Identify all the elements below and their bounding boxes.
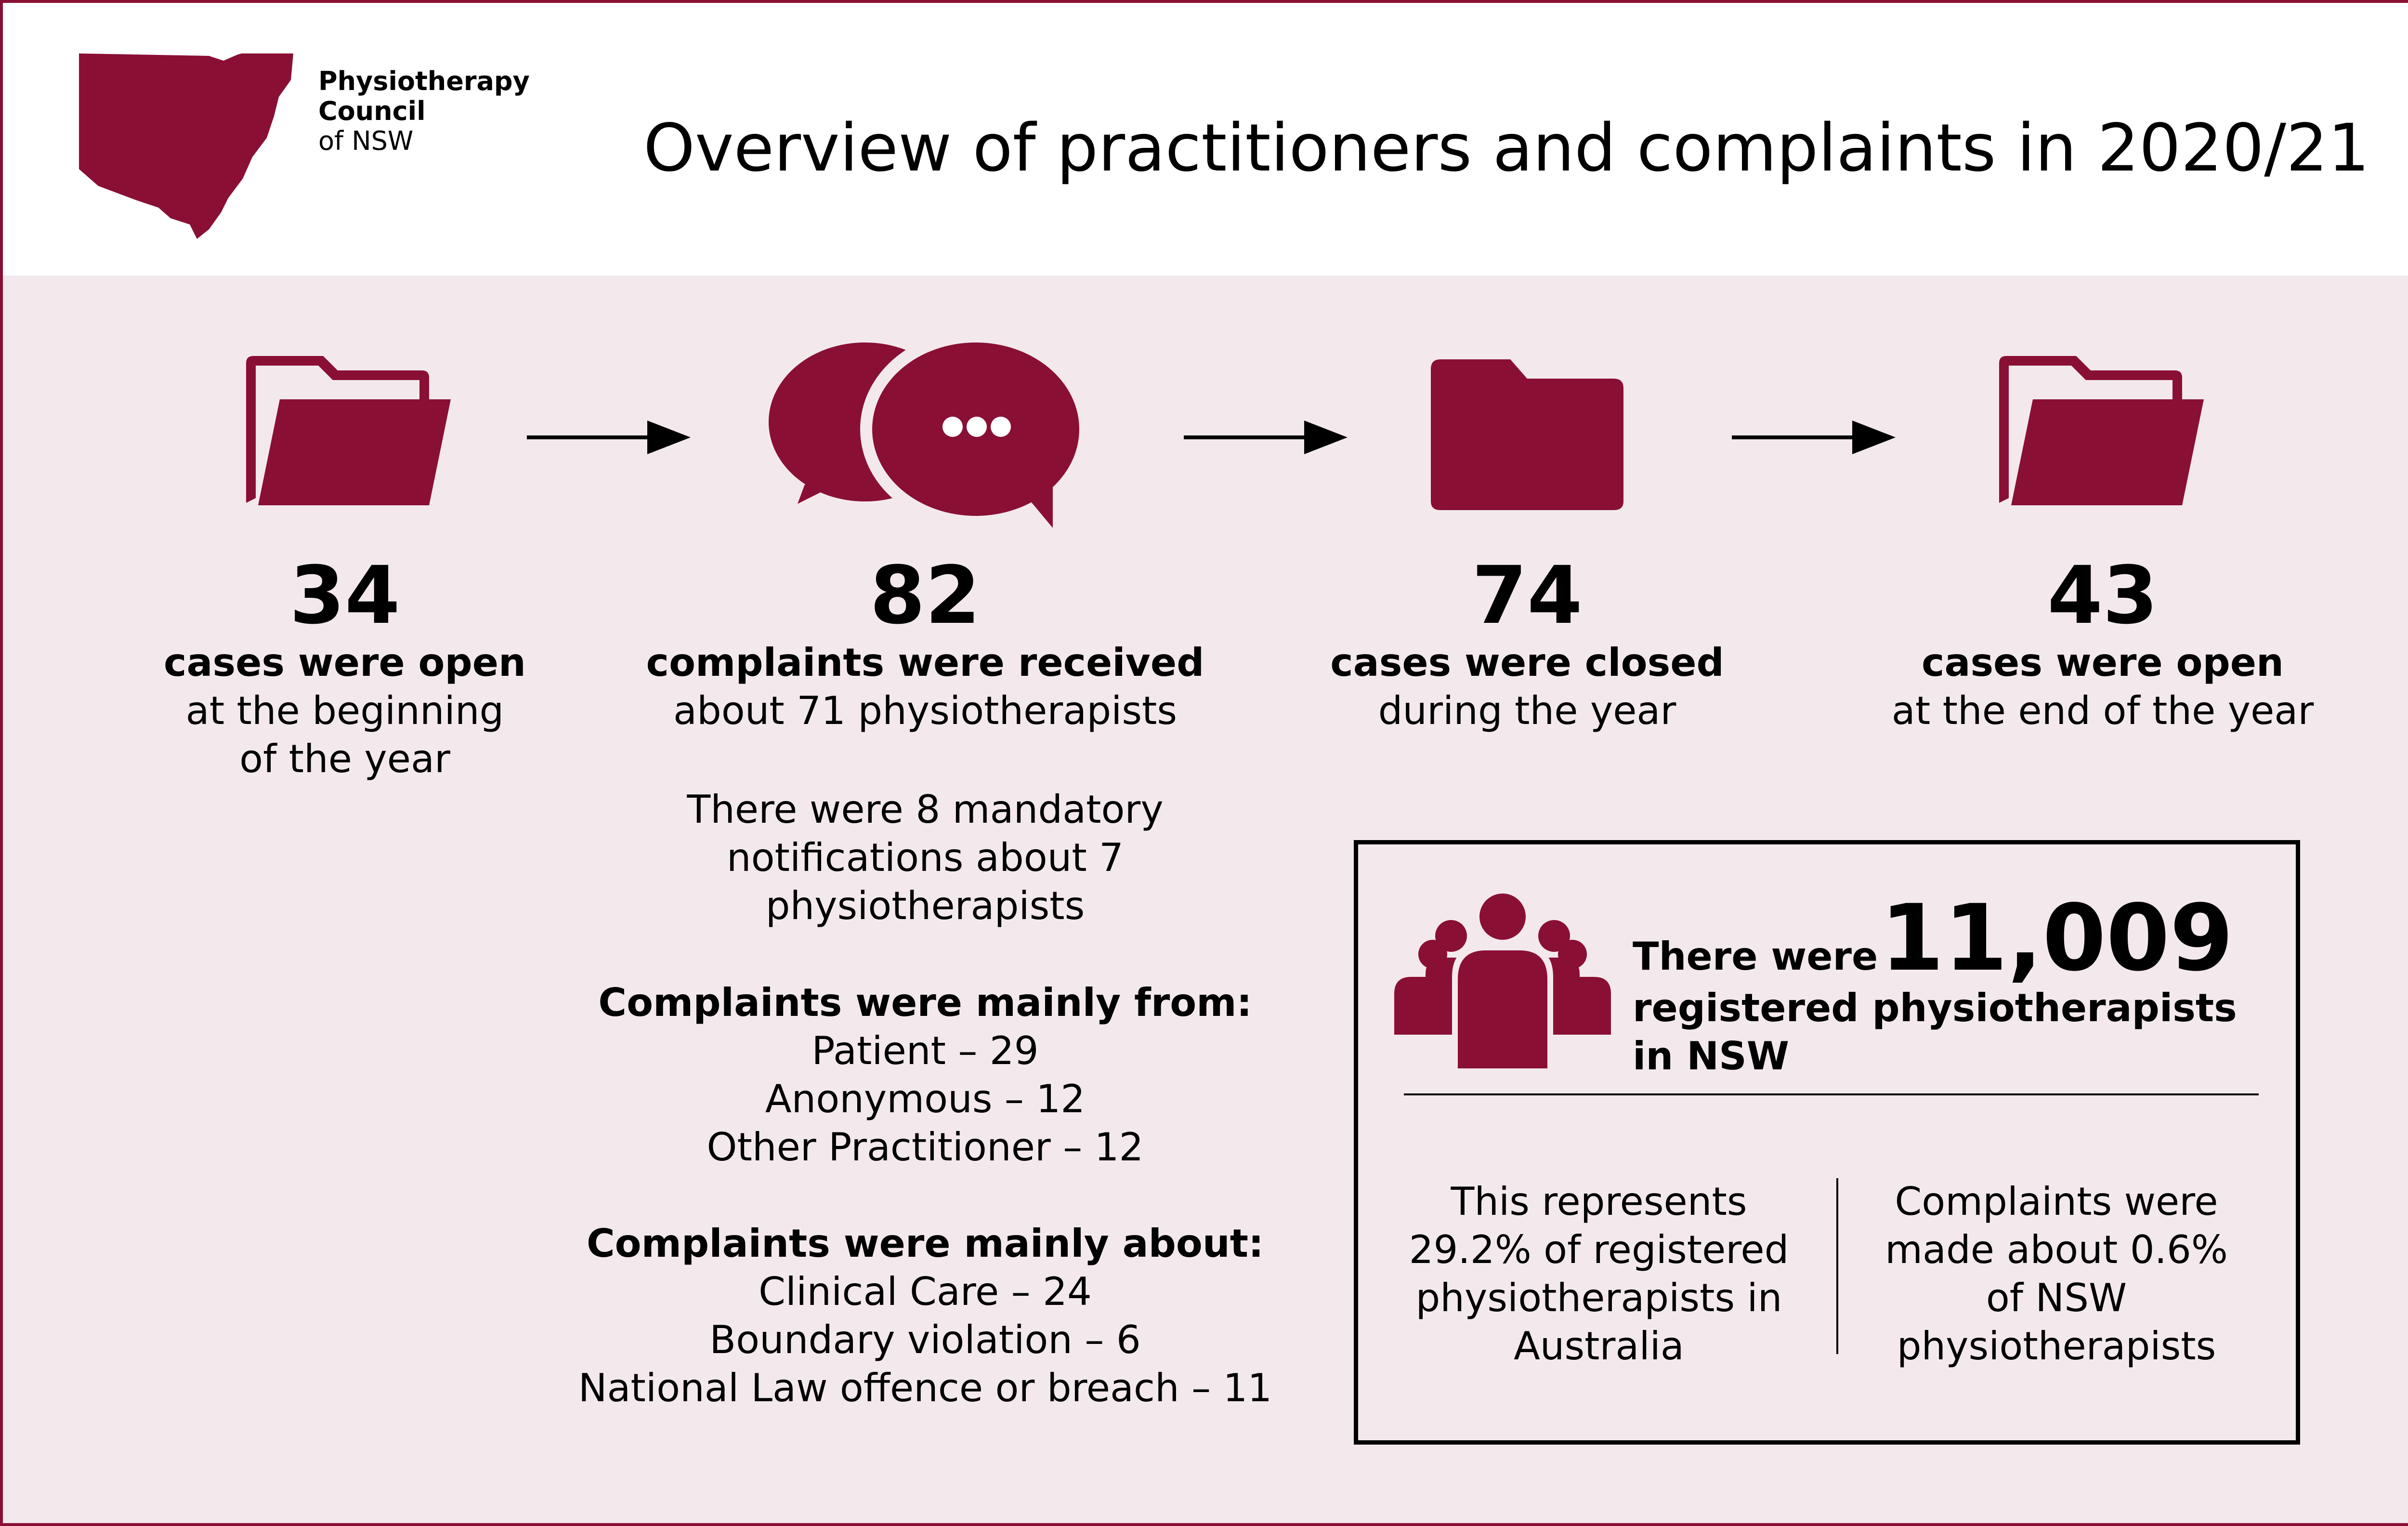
registered-info-box: There were 11,009 registered physiothera… [1354, 840, 2300, 1445]
page-title: Overview of practitioners and complaints… [643, 110, 2370, 186]
arrow-right-icon [1732, 421, 1896, 454]
open-folder-icon [246, 356, 451, 505]
registered-line: registered physiotherapists [1633, 986, 2237, 1030]
registered-text: There were 11,009 registered physiothera… [1633, 893, 2237, 1080]
text-line: Complaints were [1895, 1179, 2218, 1224]
stat-label: cases were open [1922, 640, 2284, 685]
stat-label: complaints were received [646, 640, 1204, 685]
notifications-line: notifications about 7 [726, 835, 1124, 880]
stat-sub: during the year [1378, 688, 1676, 733]
header: Physiotherapy Council of NSW Overview of… [3, 3, 2408, 276]
stat-sub: at the beginning [185, 688, 504, 733]
complaints-about: Complaints were mainly about: Clinical C… [578, 1220, 1272, 1412]
complaints-from-heading: Complaints were mainly from: [598, 980, 1252, 1025]
stat-complaints-received: 82 complaints were received about 71 phy… [646, 552, 1204, 735]
stat-label: cases were closed [1330, 640, 1724, 685]
list-item: Anonymous – 12 [765, 1077, 1086, 1121]
notifications-line: physiotherapists [765, 883, 1085, 928]
australia-percentage-text: This represents 29.2% of registered phys… [1409, 1178, 1789, 1370]
registered-prefix: There were [1633, 934, 1878, 979]
people-group-icon [1394, 890, 1611, 1068]
logo-text: Physiotherapy Council of NSW [318, 66, 530, 156]
text-line: This represents [1451, 1179, 1747, 1224]
stat-sub: about 71 physiotherapists [673, 688, 1178, 733]
stat-number: 34 [289, 549, 400, 642]
stat-sub: of the year [239, 737, 450, 781]
registered-count: 11,009 [1880, 885, 2234, 991]
notifications-text: There were 8 mandatory notifications abo… [687, 786, 1163, 930]
stat-number: 82 [870, 549, 981, 642]
text-line: made about 0.6% [1885, 1227, 2228, 1272]
notifications-line: There were 8 mandatory [687, 787, 1164, 832]
text-line: of NSW [1986, 1276, 2127, 1320]
stat-label: cases were open [164, 640, 526, 685]
open-folder-icon [1999, 356, 2204, 505]
list-item: Clinical Care – 24 [759, 1269, 1092, 1314]
divider [1404, 1093, 2259, 1095]
stat-cases-closed: 74 cases were closed during the year [1330, 552, 1724, 735]
logo-line-3: of NSW [318, 126, 414, 156]
text-line: physiotherapists [1897, 1324, 2216, 1368]
stat-number: 74 [1472, 549, 1583, 642]
stat-number: 43 [2047, 549, 2158, 642]
list-item: Other Practitioner – 12 [707, 1125, 1144, 1170]
closed-folder-icon [1431, 359, 1623, 510]
arrow-right-icon [527, 421, 691, 454]
text-line: physiotherapists in [1415, 1276, 1782, 1320]
nsw-percentage-text: Complaints were made about 0.6% of NSW p… [1885, 1178, 2228, 1370]
stat-open-start: 34 cases were open at the beginning of t… [164, 552, 526, 783]
registered-line: in NSW [1633, 1034, 1790, 1079]
list-item: National Law offence or breach – 11 [578, 1366, 1272, 1410]
list-item: Boundary violation – 6 [709, 1317, 1141, 1362]
complaints-from: Complaints were mainly from: Patient – 2… [598, 979, 1252, 1171]
arrow-right-icon [1184, 421, 1348, 454]
stat-sub: at the end of the year [1891, 688, 2314, 733]
list-item: Patient – 29 [811, 1028, 1039, 1073]
text-line: 29.2% of registered [1409, 1227, 1789, 1272]
stat-open-end: 43 cases were open at the end of the yea… [1892, 552, 2314, 735]
divider [1836, 1178, 1838, 1354]
speech-bubbles-icon [769, 340, 1082, 528]
logo-line-2: Council [318, 96, 426, 126]
complaints-about-heading: Complaints were mainly about: [586, 1221, 1264, 1266]
text-line: Australia [1514, 1324, 1684, 1368]
logo-line-1: Physiotherapy [318, 66, 530, 96]
nsw-map-logo-icon [79, 53, 293, 239]
